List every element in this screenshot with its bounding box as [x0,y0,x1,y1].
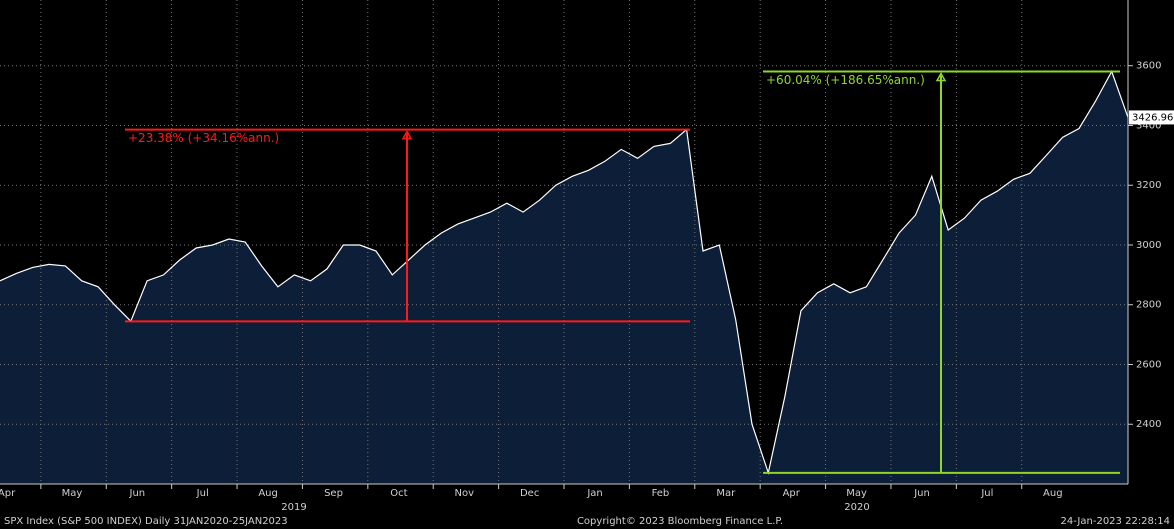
y-tick-label: 3000 [1136,240,1161,251]
x-tick-label: Jul [196,488,209,499]
last-value-box [1129,110,1174,125]
y-tick-label: 3400 [1136,120,1161,131]
x-tick-label: Apr [783,488,801,499]
annotation-label: +60.04% (+186.65%ann.) [766,73,925,87]
annotation-arrowhead [401,130,413,140]
y-tick-label: 3200 [1136,180,1161,191]
x-tick-label: Feb [652,488,670,499]
x-tick-label: Nov [455,488,475,499]
y-tick-label: 2400 [1136,419,1161,430]
year-label: 2020 [844,502,869,513]
x-tick-label: Aug [1043,488,1063,499]
area [0,71,1128,484]
y-tick-label: 3600 [1136,61,1161,72]
year-label: 2019 [281,502,306,513]
y-tick-label: 2800 [1136,300,1161,311]
footer-right: 24-Jan-2023 22:28:14 [1061,516,1170,527]
footer-center: Copyright© 2023 Bloomberg Finance L.P. [577,516,783,527]
x-tick-label: May [62,488,83,499]
annotation-arrowhead [935,71,947,82]
x-tick-label: Dec [520,488,539,499]
x-tick-label: Jun [129,488,146,499]
last-value-label: 3426.96 [1132,112,1173,123]
x-tick-label: Sep [324,488,343,499]
x-tick-label: Jun [913,488,930,499]
x-tick-label: Jan [586,488,602,499]
x-tick-label: Oct [390,488,407,499]
annotation-label: +23.38% (+34.16%ann.) [128,131,279,145]
y-tick-label: 2600 [1136,359,1161,370]
x-tick-label: Mar [716,488,736,499]
x-tick-label: Jul [980,488,993,499]
x-tick-label: May [846,488,867,499]
x-tick-label: Aug [258,488,278,499]
footer-left: SPX Index (S&P 500 INDEX) Daily 31JAN202… [4,516,288,527]
x-tick-label: Apr [0,488,16,499]
